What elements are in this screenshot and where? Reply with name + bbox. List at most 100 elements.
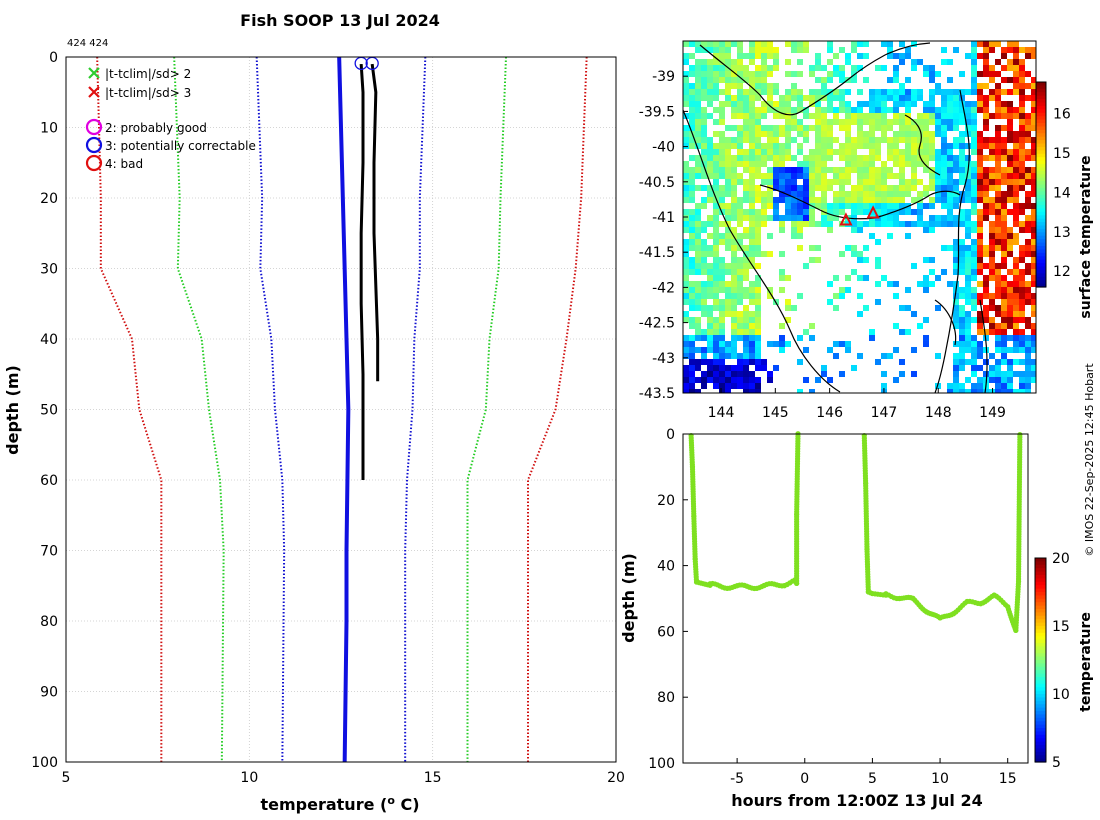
sst-cell	[767, 83, 773, 89]
sst-cell	[935, 305, 941, 311]
sst-cell	[797, 335, 803, 341]
sst-cell	[983, 47, 989, 53]
sst-cell	[989, 47, 995, 53]
sst-cell	[809, 155, 815, 161]
sst-cell	[1007, 227, 1013, 233]
sst-cell	[899, 137, 905, 143]
sst-cell	[875, 143, 881, 149]
sst-cell	[749, 347, 755, 353]
sst-cell	[707, 77, 713, 83]
sst-cell	[965, 53, 971, 59]
sst-cell	[761, 197, 767, 203]
sst-cell	[827, 221, 833, 227]
sst-cell	[899, 41, 905, 47]
sst-cell	[953, 359, 959, 365]
sst-cell	[869, 221, 875, 227]
sst-cell	[797, 95, 803, 101]
sst-cell	[953, 221, 959, 227]
sst-cell	[773, 161, 779, 167]
colorbar-segment	[1035, 639, 1046, 644]
sst-cell	[893, 209, 899, 215]
sst-cell	[911, 101, 917, 107]
sst-cell	[869, 95, 875, 101]
sst-cell	[785, 203, 791, 209]
sst-cell	[761, 125, 767, 131]
sst-cell	[1025, 347, 1031, 353]
sst-cell	[773, 137, 779, 143]
sst-cell	[773, 47, 779, 53]
sst-cell	[941, 197, 947, 203]
colorbar-segment	[1035, 578, 1046, 583]
sst-cell	[701, 263, 707, 269]
colorbar-segment	[1035, 673, 1046, 678]
sst-cell	[899, 59, 905, 65]
sst-cell	[977, 293, 983, 299]
sst-cell	[965, 293, 971, 299]
sst-cell	[779, 323, 785, 329]
colorbar-segment	[1035, 646, 1046, 651]
series-line-climatology-2sd	[173, 56, 225, 763]
sst-cell	[947, 107, 953, 113]
sst-cell	[743, 209, 749, 215]
sst-cell	[1001, 245, 1007, 251]
map-y-tick-label: -40.5	[639, 175, 675, 191]
sst-cell	[701, 65, 707, 71]
sst-cell	[947, 389, 953, 393]
sst-cell	[749, 203, 755, 209]
sst-cell	[737, 71, 743, 77]
sst-cell	[731, 107, 737, 113]
sst-cell	[791, 119, 797, 125]
sst-cell	[1019, 131, 1025, 137]
sst-cell	[827, 59, 833, 65]
sst-cell	[779, 191, 785, 197]
colorbar-segment	[1035, 612, 1046, 617]
sst-cell	[707, 71, 713, 77]
sst-cell	[983, 287, 989, 293]
sst-cell	[941, 179, 947, 185]
sst-cell	[779, 149, 785, 155]
sst-cell	[695, 41, 701, 47]
colorbar-segment	[1035, 615, 1046, 620]
sst-cell	[761, 209, 767, 215]
sst-cell	[797, 47, 803, 53]
sst-cell	[887, 203, 893, 209]
sst-cell	[815, 89, 821, 95]
sst-cell	[779, 101, 785, 107]
sst-cell	[773, 197, 779, 203]
sst-cell	[833, 113, 839, 119]
sst-cell	[923, 203, 929, 209]
sst-cell	[989, 143, 995, 149]
sst-cell	[1031, 269, 1036, 275]
sst-cell	[983, 311, 989, 317]
sst-cell	[977, 353, 983, 359]
sst-cell	[797, 89, 803, 95]
sst-cell	[731, 173, 737, 179]
sst-cell	[1031, 293, 1036, 299]
sst-cell	[785, 95, 791, 101]
sst-cell	[719, 323, 725, 329]
sst-cell	[689, 377, 695, 383]
sst-cell	[1025, 197, 1031, 203]
sst-cell	[707, 215, 713, 221]
sst-cell	[749, 299, 755, 305]
sst-cell	[809, 245, 815, 251]
sst-cell	[683, 245, 689, 251]
sst-cell	[749, 383, 755, 389]
sst-cell	[689, 233, 695, 239]
map-ticks: 144 145 146 147 148 149-39-39.5-40-40.5-41-41…	[639, 69, 1006, 421]
sst-cell	[1007, 347, 1013, 353]
sst-cell	[743, 113, 749, 119]
sst-cell	[899, 203, 905, 209]
sst-cell	[857, 257, 863, 263]
sst-cell	[917, 149, 923, 155]
sst-cell	[1019, 89, 1025, 95]
sst-cell	[941, 173, 947, 179]
sst-cell	[695, 125, 701, 131]
sst-cell	[869, 161, 875, 167]
colorbar-segment	[1035, 568, 1046, 573]
sst-cell	[1025, 377, 1031, 383]
sst-cell	[1013, 359, 1019, 365]
sst-cell	[743, 161, 749, 167]
sst-cell	[995, 59, 1001, 65]
